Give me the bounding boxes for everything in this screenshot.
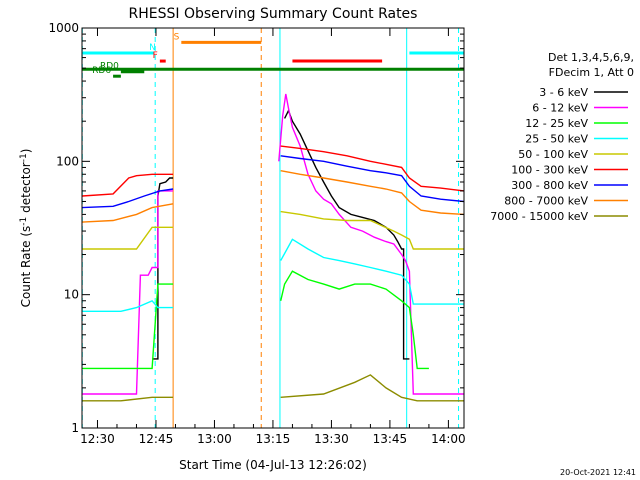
x-tick-label-1: 12:30 bbox=[80, 432, 115, 446]
legend-label-6: 100 - 300 keV bbox=[511, 164, 588, 177]
series-line-7 bbox=[82, 155, 465, 209]
y-axis-label-sup: -1 bbox=[19, 217, 29, 226]
flag-label-7: RD0 bbox=[100, 62, 119, 72]
y-tick-label-1: 1 bbox=[71, 421, 79, 435]
y-axis-label-tail: detector bbox=[19, 162, 33, 217]
legend-label-7: 300 - 800 keV bbox=[511, 179, 588, 192]
x-tick-label-6: 13:45 bbox=[373, 432, 408, 446]
y-tick-label-4: 1000 bbox=[48, 21, 79, 35]
flag-label-2: N bbox=[149, 43, 156, 53]
series-line-3 bbox=[82, 270, 429, 370]
flag-label-8: RD6 bbox=[92, 66, 111, 76]
series-line-6 bbox=[82, 145, 465, 197]
y-tick-label-3: 100 bbox=[56, 154, 79, 168]
y-axis-label-main: Count Rate (s bbox=[19, 226, 33, 308]
series-line-1 bbox=[152, 108, 410, 360]
series-line-9 bbox=[82, 374, 464, 402]
legend-header-line-1: Det 1,3,4,5,6,9, bbox=[548, 51, 634, 64]
legend: Det 1,3,4,5,6,9, FDecim 1, Att 0 3 - 6 k… bbox=[490, 51, 634, 223]
y-axis-label: Count Rate (s-1 detector-1) bbox=[19, 149, 33, 308]
series-line-8 bbox=[82, 170, 465, 223]
generated-timestamp: 20-Oct-2021 12:41 bbox=[560, 468, 636, 477]
legend-label-4: 25 - 50 keV bbox=[525, 133, 588, 146]
y-tick-label-2: 10 bbox=[64, 288, 79, 302]
legend-label-8: 800 - 7000 keV bbox=[504, 195, 588, 208]
x-axis-label: Start Time (04-Jul-13 12:26:02) bbox=[179, 458, 367, 472]
flag-label-4: F bbox=[153, 51, 158, 61]
x-tick-label-4: 13:15 bbox=[256, 432, 291, 446]
series-line-4 bbox=[82, 238, 464, 312]
x-tick-label-3: 13:00 bbox=[197, 432, 232, 446]
series-line-2 bbox=[82, 93, 464, 395]
chart-title: RHESSI Observing Summary Count Rates bbox=[129, 6, 418, 22]
x-tick-label-2: 12:45 bbox=[139, 432, 174, 446]
x-tick-label-5: 13:30 bbox=[314, 432, 349, 446]
series-group bbox=[82, 93, 465, 402]
legend-label-3: 12 - 25 keV bbox=[525, 117, 588, 130]
legend-label-1: 3 - 6 keV bbox=[539, 86, 588, 99]
y-axis-label-sup-2: -1 bbox=[19, 153, 29, 162]
x-tick-label-7: 14:00 bbox=[431, 432, 466, 446]
axes-group: 12:30 12:45 13:00 13:15 13:30 13:45 14:00 1 10 10… bbox=[48, 21, 465, 446]
legend-header-line-2: FDecim 1, Att 0 bbox=[549, 66, 634, 79]
legend-label-2: 6 - 12 keV bbox=[532, 102, 588, 115]
flag-label-3: S bbox=[174, 32, 180, 42]
legend-label-5: 50 - 100 keV bbox=[518, 148, 588, 161]
series-line-5 bbox=[82, 210, 464, 250]
y-axis-label-end: ) bbox=[19, 149, 33, 154]
legend-label-9: 7000 - 15000 keV bbox=[490, 210, 588, 223]
